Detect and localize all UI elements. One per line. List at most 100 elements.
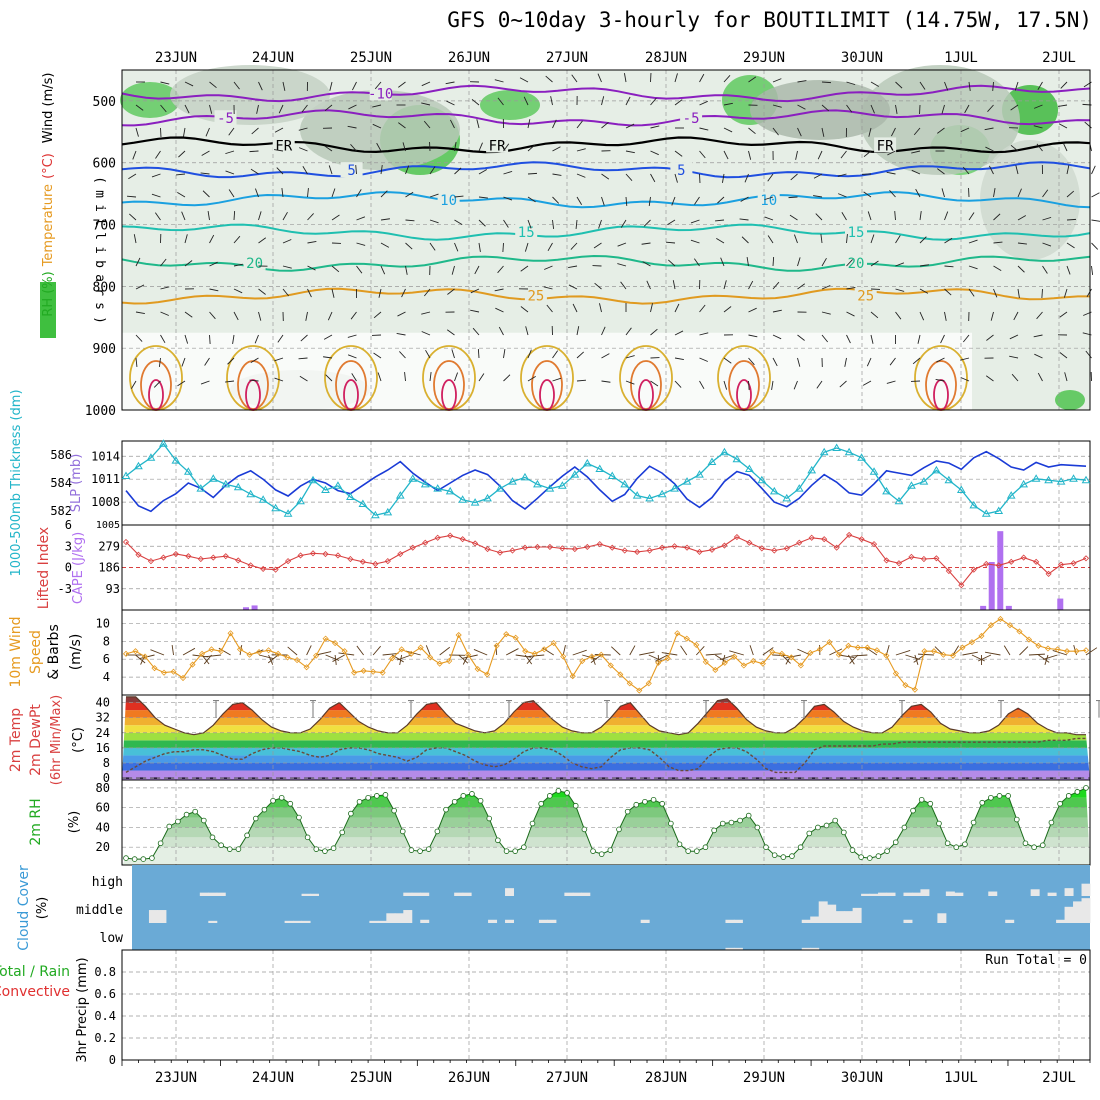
wind-barb: [625, 380, 635, 385]
y-tick-label: 20: [96, 840, 110, 854]
wind-barb: [380, 218, 390, 221]
wind-barb: [748, 357, 755, 366]
lifted-index-point: [459, 536, 466, 543]
wind-barb: [821, 285, 831, 290]
rh-point: [1014, 816, 1020, 823]
wind-barb: [307, 265, 316, 271]
y-tick-label: 0.8: [94, 965, 116, 979]
wind-barb: [347, 125, 357, 129]
wind-barb: [984, 651, 1001, 656]
rh-point: [754, 824, 761, 831]
wind-speed-point: [256, 648, 263, 656]
thickness-point: [720, 447, 729, 456]
wind-barb: [817, 150, 823, 160]
wind-barb: [562, 644, 566, 656]
lifted-index-point: [858, 536, 865, 543]
wind-speed-point: [179, 674, 187, 682]
wind-speed-point: [246, 651, 253, 658]
wind-barb: [837, 193, 847, 198]
thickness-point: [657, 489, 667, 498]
wind-barb: [705, 653, 722, 656]
wind-barb: [251, 127, 259, 135]
lifted-index-point: [846, 531, 853, 538]
wind-barb: [650, 303, 653, 313]
wind-barb: [570, 242, 578, 250]
y-axis-label-char: m: [92, 190, 107, 198]
thickness-point: [196, 484, 206, 492]
cloud-bar: [1030, 889, 1040, 896]
wind-barb: [919, 311, 925, 321]
wind-barb: [962, 651, 978, 656]
cloud-bar: [564, 892, 574, 896]
y-tick-left: 3: [65, 539, 72, 553]
lifted-index-point: [733, 533, 740, 541]
wind-barb: [545, 75, 553, 83]
thickness-point: [458, 495, 467, 503]
wind-barb: [1059, 352, 1068, 359]
wind-barb: [302, 166, 308, 175]
y-axis-label: Temperature: [41, 184, 56, 267]
isotherm: [121, 84, 1091, 103]
isotherm-label: -10: [368, 86, 393, 102]
thickness-point: [907, 481, 916, 489]
wind-barb: [527, 144, 536, 152]
wind-barb: [454, 242, 459, 252]
wind-barb: [643, 219, 651, 227]
isotherm-hot: [630, 360, 662, 410]
wind-barb: [497, 97, 504, 106]
wind-speed-point: [740, 662, 747, 669]
wind-barb: [1033, 334, 1043, 338]
wind-speed-point: [1006, 622, 1014, 629]
lifted-index-point: [384, 558, 391, 565]
wind-barb: [863, 191, 872, 198]
wind-speed-point: [284, 654, 291, 661]
thickness-point: [533, 479, 542, 488]
y-tick-label: 60: [96, 801, 110, 815]
wind-speed-point: [408, 650, 415, 657]
rh-point: [374, 793, 380, 799]
wind-barb: [476, 119, 480, 129]
wind-speed-point: [436, 660, 443, 667]
y-tick-right: 1005: [96, 520, 120, 531]
wind-barb: [377, 372, 382, 382]
y-tick-label: 4: [103, 670, 110, 684]
rh-point: [988, 794, 994, 801]
wind-barb: [642, 261, 651, 267]
wind-barb: [277, 334, 284, 343]
wind-barb: [746, 257, 749, 267]
thickness-point: [557, 481, 567, 489]
wind-barb: [723, 306, 732, 313]
thickness-point: [707, 457, 717, 465]
rh-legend-box: [40, 282, 56, 338]
rh-point: [918, 796, 925, 803]
y-tick-label: 24: [96, 726, 110, 740]
thickness-point: [732, 454, 742, 463]
wind-barb: [868, 127, 872, 137]
wind-barb: [1042, 265, 1048, 274]
wind-speed-point: [141, 653, 149, 660]
wind-barb: [740, 196, 749, 202]
lifted-index-point: [908, 553, 915, 560]
wind-barb: [944, 237, 953, 244]
wind-barb: [258, 654, 275, 660]
wind-barb: [1085, 350, 1092, 359]
lifted-index-point: [1082, 555, 1090, 562]
precip-frame: [121, 949, 1091, 1061]
cape-bar: [1005, 605, 1012, 610]
wind-barb: [715, 219, 725, 222]
thickness-point: [794, 484, 804, 492]
lifted-index-point: [397, 550, 404, 558]
wind-barb: [821, 311, 831, 315]
rh-point: [745, 812, 752, 819]
wind-barb: [526, 654, 536, 665]
cloud-bar: [903, 919, 913, 923]
wind-barb: [1066, 218, 1077, 221]
wind-barb: [254, 188, 259, 198]
wind-speed-point: [313, 652, 320, 659]
cloud-bar: [945, 891, 955, 896]
lifted-index-point: [571, 546, 578, 553]
temp-band: [122, 740, 1090, 748]
rh-point: [866, 855, 873, 861]
isotherm-label: 10: [440, 193, 457, 209]
wind-speed-point: [854, 644, 861, 651]
